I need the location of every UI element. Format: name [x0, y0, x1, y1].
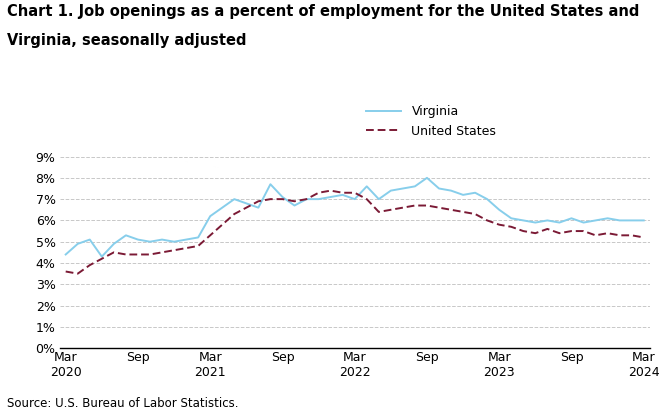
Text: Chart 1. Job openings as a percent of employment for the United States and: Chart 1. Job openings as a percent of em… [7, 4, 639, 19]
Text: Virginia, seasonally adjusted: Virginia, seasonally adjusted [7, 33, 246, 48]
Legend: Virginia, United States: Virginia, United States [367, 105, 497, 138]
Text: Source: U.S. Bureau of Labor Statistics.: Source: U.S. Bureau of Labor Statistics. [7, 397, 238, 410]
